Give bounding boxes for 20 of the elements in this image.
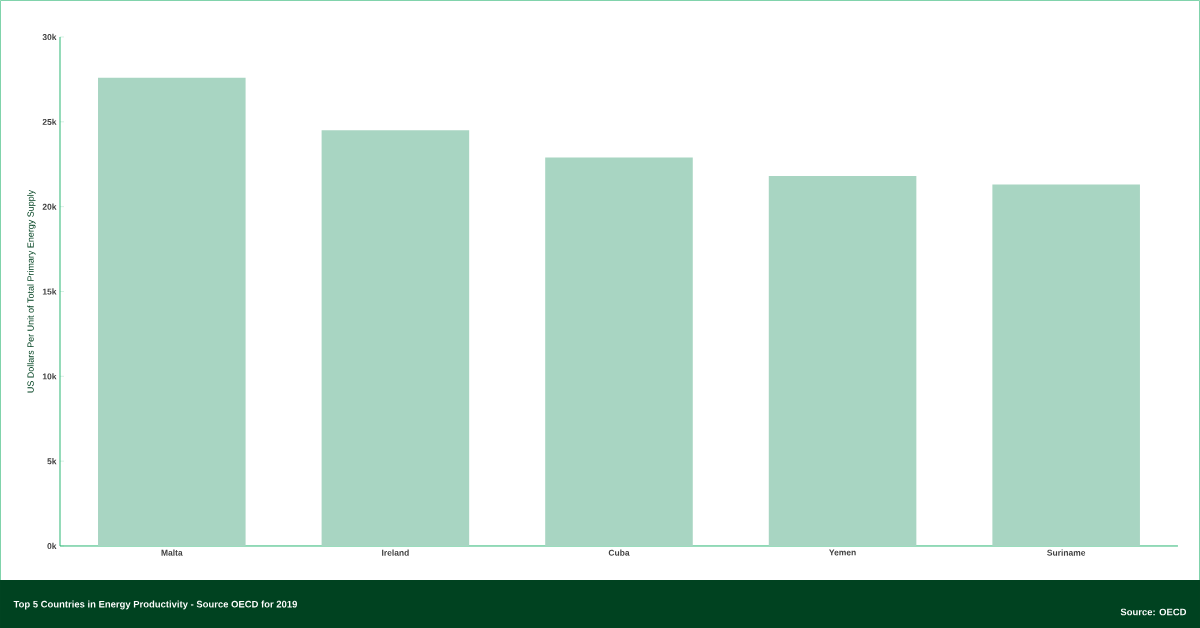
bar: [545, 157, 693, 546]
y-tick-label: 30k: [42, 33, 57, 41]
y-tick-label: 0k: [47, 542, 57, 550]
text: Top 5 Countries in Energy Productivity - Source OECD for 2019: [13, 600, 297, 610]
y-tick-label: 20k: [42, 203, 57, 210]
x-tick-label: Suriname: [1047, 549, 1086, 556]
x-tick-label: Ireland: [382, 549, 409, 556]
y-tick-label: 25k: [42, 118, 57, 125]
source-note: Source: OECD: [1120, 608, 1187, 616]
y-tick-label: 10k: [42, 373, 57, 380]
y-axis-title: US Dollars Per Unit of Total Primary Energy Supply: [27, 189, 36, 393]
y-tick-label: 15k: [42, 288, 57, 295]
bar: [98, 77, 246, 546]
x-tick-label: Yemen: [829, 549, 856, 556]
x-tick-label: Cuba: [608, 549, 630, 556]
bar: [321, 130, 470, 546]
y-tick-label: 5k: [47, 458, 57, 465]
x-tick-label: Malta: [161, 549, 183, 556]
bar: [992, 184, 1140, 546]
bar: [768, 176, 917, 546]
